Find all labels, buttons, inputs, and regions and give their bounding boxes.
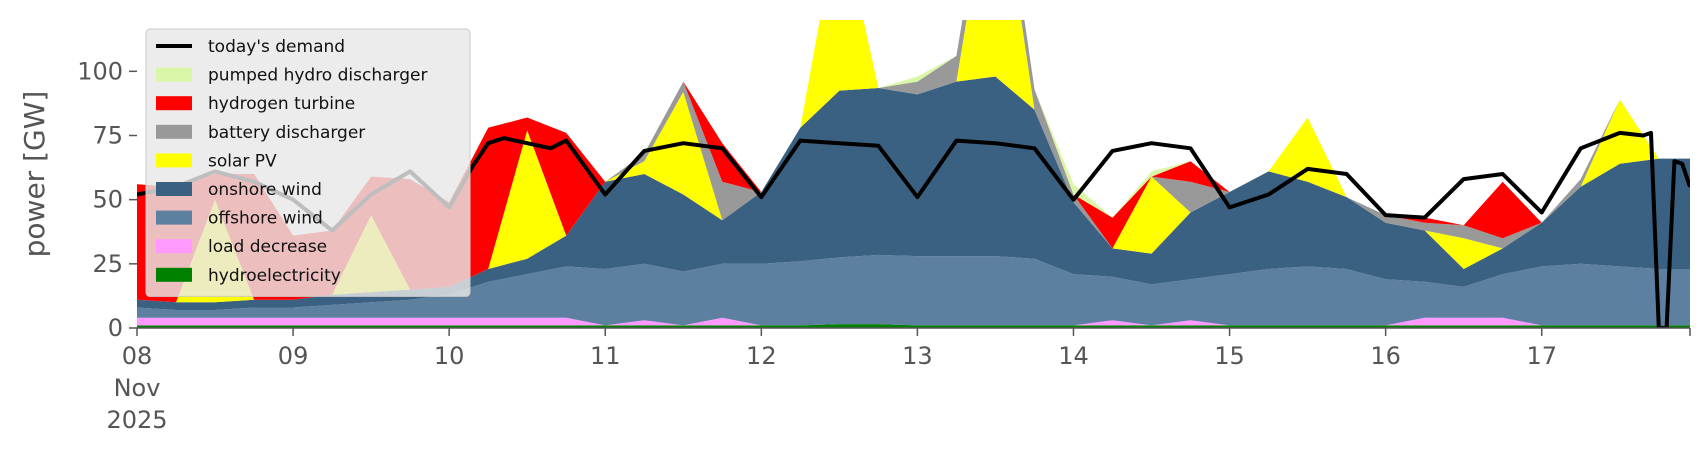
legend-swatch-onshore-wind	[156, 182, 192, 196]
legend: today's demand pumped hydro discharger hyd…	[145, 28, 471, 297]
y-tick-label: 75	[92, 122, 123, 150]
legend-label-offshore-wind: offshore wind	[208, 209, 323, 229]
legend-label-hydroelectricity: hydroelectricity	[208, 266, 341, 286]
legend-swatch-hydrogen-turbine	[156, 96, 192, 111]
legend-swatch-solar-pv	[156, 153, 192, 168]
legend-swatch-offshore-wind	[156, 210, 192, 225]
legend-label-hydrogen-turbine: hydrogen turbine	[208, 94, 355, 114]
legend-label-battery-discharger: battery discharger	[208, 123, 365, 143]
x-tick-label: 12	[746, 342, 777, 370]
y-tick-label: 25	[92, 250, 123, 278]
legend-swatch-pumped-hydro-discharger	[156, 67, 192, 82]
y-tick-label: 0	[108, 314, 123, 342]
legend-label-load-decrease: load decrease	[208, 237, 327, 257]
y-axis-label: power [GW]	[18, 91, 51, 258]
x-tick-label: 10	[434, 342, 465, 370]
area-load-decrease	[137, 317, 1690, 326]
x-tick-label: 11	[590, 342, 621, 370]
legend-swatch-battery-discharger	[156, 124, 192, 139]
area-hydroelectricity	[137, 324, 1690, 328]
legend-swatch-load-decrease	[156, 239, 192, 254]
y-tick-label: 50	[92, 186, 123, 214]
legend-label-pumped-hydro-discharger: pumped hydro discharger	[208, 66, 427, 86]
y-tick-label: 100	[77, 57, 123, 85]
legend-swatch-hydroelectricity	[156, 267, 192, 282]
legend-label-today-s-demand: today's demand	[208, 37, 345, 57]
legend-box	[145, 28, 471, 297]
area-offshore-wind	[137, 254, 1690, 326]
legend-label-onshore-wind: onshore wind	[208, 180, 322, 200]
axes: 0 25 50 75 100 08 Nov 2025 09 10 11 12 13 14 15 16 17 pow…	[18, 57, 1691, 434]
area-solar-pv	[137, 20, 1690, 303]
x-tick-label: 15	[1214, 342, 1245, 370]
x-tick-label: 09	[278, 342, 309, 370]
x-tick-label: 17	[1526, 342, 1557, 370]
x-tick-label: 08 Nov 2025	[106, 342, 167, 434]
x-tick-label: 14	[1058, 342, 1089, 370]
x-tick-label: 16	[1370, 342, 1401, 370]
x-tick-label: 13	[902, 342, 933, 370]
legend-label-solar-pv: solar PV	[208, 151, 277, 171]
